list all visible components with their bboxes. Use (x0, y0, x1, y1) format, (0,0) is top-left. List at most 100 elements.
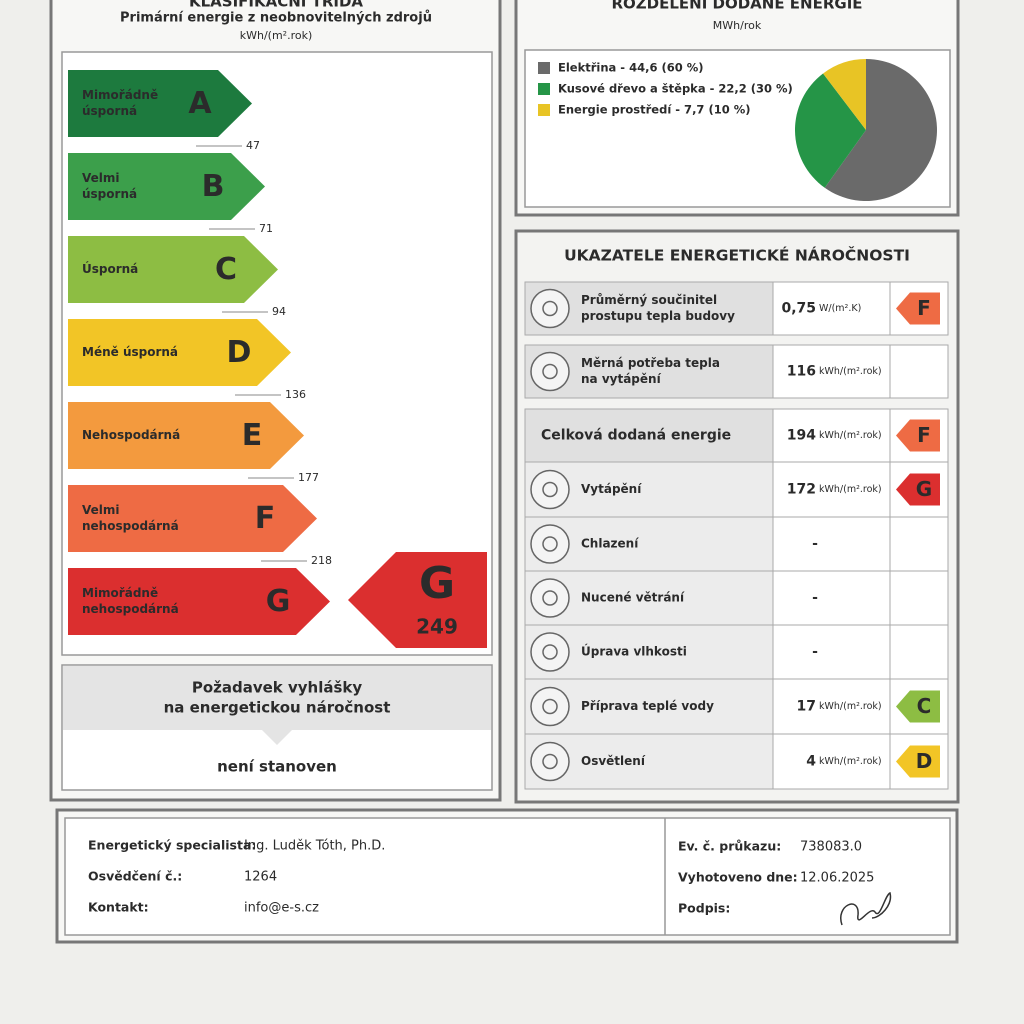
class-letter: D (227, 335, 252, 370)
signature (840, 891, 892, 926)
row-value: - (812, 644, 818, 660)
row-value-cell (772, 516, 891, 572)
row-class: F (917, 423, 931, 447)
class-arrow (68, 485, 317, 552)
legend-swatch (538, 62, 550, 74)
class-limit: 47 (246, 139, 260, 152)
row-value-cell (772, 281, 891, 336)
class-letter: C (215, 252, 237, 287)
class-label: Velmi (82, 503, 120, 517)
row-value: 194 (787, 428, 816, 444)
class-limit: 71 (259, 222, 273, 235)
footer-label: Vyhotoveno dne: (678, 870, 798, 885)
class-label: Mimořádně (82, 586, 158, 600)
row-icon (530, 351, 570, 392)
class-limit: 136 (285, 388, 306, 401)
class-label: Úsporná (82, 261, 138, 276)
class-arrow (68, 153, 265, 220)
row-icon-glyph (542, 481, 558, 498)
row-icon (530, 288, 570, 329)
class-label: nehospodárná (82, 602, 179, 616)
row-icon-glyph (542, 753, 558, 770)
row-icon (530, 524, 570, 564)
row-class: G (916, 477, 932, 501)
row-label: Průměrný součinitel (581, 293, 717, 307)
row-unit: W/(m².K) (819, 303, 861, 314)
row-label: Příprava teplé vody (581, 699, 714, 713)
row-class-cell (889, 624, 949, 680)
class-letter: F (255, 501, 276, 536)
class-letter: E (242, 418, 263, 453)
row-label: prostupu tepla budovy (581, 309, 735, 323)
left-unit: kWh/(m².rok) (240, 29, 313, 42)
row-value-cell (772, 570, 891, 626)
result-arrow (348, 552, 487, 648)
row-label: Chlazení (581, 537, 639, 551)
row-value: 4 (806, 754, 816, 770)
class-label: Velmi (82, 171, 120, 185)
row-label-cell (524, 408, 774, 463)
footer-label: Ev. č. průkazu: (678, 839, 781, 854)
result-letter: G (419, 558, 455, 609)
row-value-cell (772, 408, 891, 463)
class-arrow (68, 70, 252, 137)
footer-value: 12.06.2025 (800, 871, 874, 886)
row-icon-glyph (542, 698, 558, 715)
class-letter: G (266, 584, 291, 619)
row-class-cell (889, 516, 949, 572)
row-class-arrow (896, 292, 940, 325)
distribution-unit: MWh/rok (713, 19, 762, 32)
row-icon (530, 686, 570, 727)
requirement-value: není stanoven (217, 758, 337, 776)
row-value: - (812, 536, 818, 552)
footer-label: Osvědčení č.: (88, 869, 182, 884)
class-label: Mimořádně (82, 88, 158, 102)
footer-value: info@e-s.cz (244, 901, 319, 916)
requirement-title: Požadavek vyhlášky (192, 679, 363, 697)
row-icon-glyph (542, 300, 558, 317)
class-arrow (68, 402, 304, 469)
footer-value: Ing. Luděk Tóth, Ph.D. (244, 839, 385, 854)
row-value: 17 (797, 699, 816, 715)
row-label: Vytápění (581, 482, 642, 496)
row-icon-glyph (542, 590, 558, 606)
row-unit: kWh/(m².rok) (819, 430, 882, 441)
footer-label: Kontakt: (88, 900, 149, 915)
legend-label: Kusové dřevo a štěpka - 22,2 (30 %) (558, 82, 793, 96)
class-label: nehospodárná (82, 519, 179, 533)
row-icon-glyph (542, 644, 558, 660)
pie-slice (824, 59, 937, 202)
requirement-header (63, 666, 491, 745)
class-label: Méně úsporná (82, 345, 178, 359)
row-label-cell (524, 344, 774, 399)
footer-label: Podpis: (678, 901, 730, 916)
footer-box (64, 817, 951, 936)
row-class-cell (889, 344, 949, 399)
class-letter: B (202, 169, 225, 204)
row-label: Měrná potřeba tepla (581, 356, 720, 370)
distribution-title: ROZDĚLENÍ DODANÉ ENERGIE (611, 0, 862, 13)
row-value-cell (772, 624, 891, 680)
class-label: úsporná (82, 187, 137, 201)
row-class-arrow (896, 419, 940, 452)
row-label: Osvětlení (581, 754, 646, 768)
row-class: D (916, 749, 933, 773)
requirement-title: na energetickou náročnost (164, 699, 391, 717)
row-icon (530, 469, 570, 510)
row-icon (530, 578, 570, 618)
left-title: KLASIFIKAČNÍ TŘÍDA (189, 0, 363, 11)
row-icon-glyph (542, 536, 558, 552)
row-unit: kWh/(m².rok) (819, 701, 882, 712)
class-arrow (68, 236, 278, 303)
class-limit: 94 (272, 305, 286, 318)
row-icon (530, 741, 570, 782)
legend-label: Energie prostředí - 7,7 (10 %) (558, 103, 750, 117)
footer-label: Energetický specialista: (88, 838, 256, 853)
row-value: - (812, 590, 818, 606)
class-label: úsporná (82, 104, 137, 118)
indicators-title: UKAZATELE ENERGETICKÉ NÁROČNOSTI (564, 246, 910, 265)
legend-swatch (538, 83, 550, 95)
row-class: C (917, 694, 932, 718)
row-class-arrow (896, 690, 940, 723)
